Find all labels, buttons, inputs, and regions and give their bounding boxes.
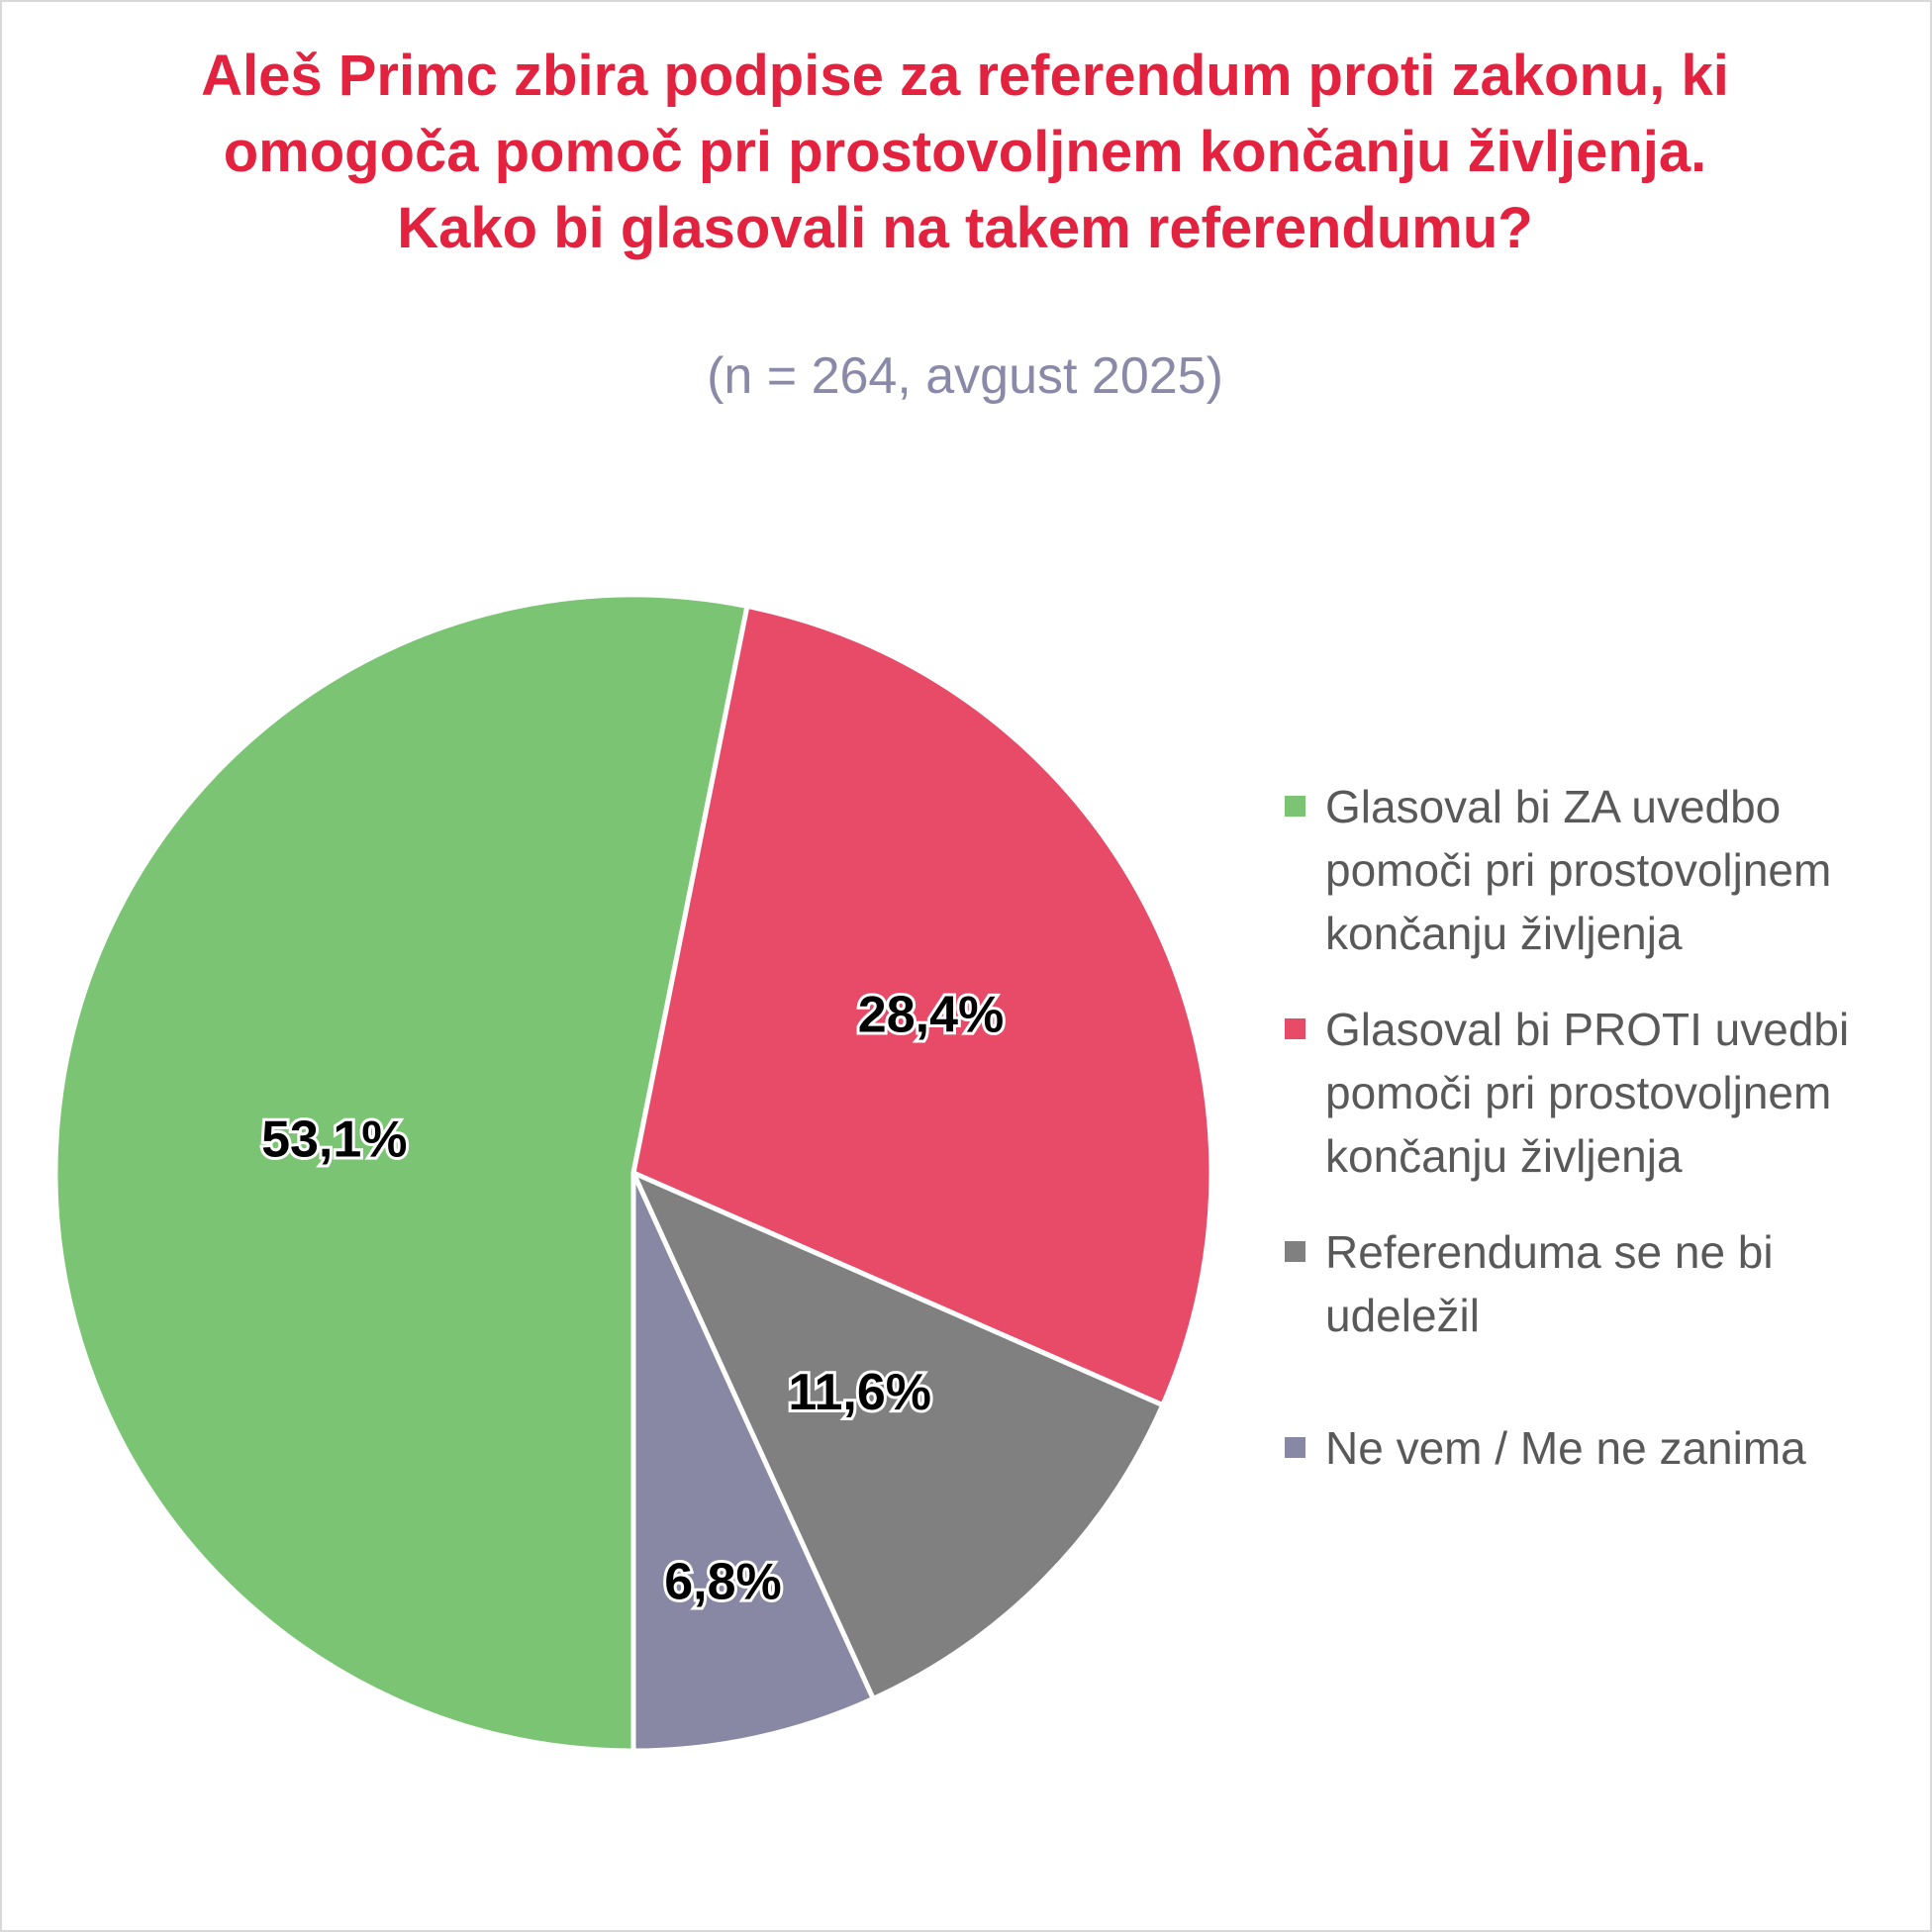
slice-value-label: 53,1% [261,1111,407,1169]
slice-value-label: 6,8% [664,1553,782,1610]
slice-value-label: 28,4% [858,986,1004,1043]
legend-swatch [1285,1018,1305,1039]
legend-label: Glasoval bi PROTI uvedbi pomoči pri pros… [1325,1004,1850,1182]
legend-swatch [1285,1241,1305,1262]
chart-subtitle: (n = 264, avgust 2025) [707,347,1223,405]
legend-label: Ne vem / Me ne zanima [1325,1422,1806,1474]
pie-slice [630,1170,1166,1701]
legend-label: Glasoval bi ZA uvedbo pomoči pri prostov… [1325,781,1832,959]
pie-slice [630,1170,876,1754]
chart-legend: Glasoval bi ZA uvedbo pomoči pri prostov… [1285,775,1918,1512]
chart-title: Aleš Primc zbira podpise za referendum p… [201,44,1729,260]
legend-label: Referenduma se ne bi udeležil [1325,1226,1774,1341]
legend-item: Glasoval bi PROTI uvedbi pomoči pri pros… [1285,998,1918,1188]
slice-value-label: 11,6% [788,1364,931,1421]
legend-swatch [1285,1437,1305,1458]
legend-item: Referenduma se ne bi udeležil [1285,1220,1918,1347]
legend-item: Glasoval bi ZA uvedbo pomoči pri prostov… [1285,775,1918,965]
pie-slice [52,592,750,1754]
pie-slice [630,603,1214,1408]
legend-swatch [1285,796,1305,817]
legend-item: Ne vem / Me ne zanima [1285,1416,1918,1480]
